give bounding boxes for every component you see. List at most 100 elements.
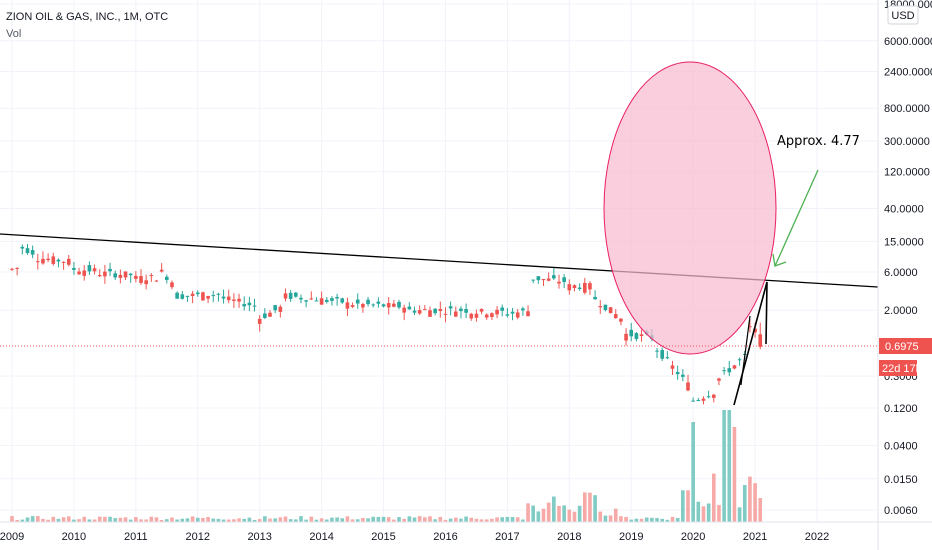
candle (77, 267, 81, 275)
candle (619, 317, 623, 326)
candle (464, 303, 468, 319)
volume-bar (56, 518, 61, 522)
candle (97, 269, 102, 278)
candle (309, 291, 314, 301)
candle (381, 303, 386, 308)
candle (232, 293, 236, 308)
volume-bar (737, 507, 742, 522)
volume-bar (46, 519, 50, 522)
candle (304, 299, 308, 308)
time-tick-label: 2011 (124, 531, 148, 543)
candle (294, 291, 298, 298)
volume-bar (665, 519, 670, 522)
volume-bar (484, 519, 489, 522)
candle (257, 315, 262, 332)
volume-bar (361, 517, 365, 522)
candle (242, 296, 247, 311)
volume-bar (159, 519, 164, 522)
candle (711, 393, 716, 403)
volume-bar (681, 490, 685, 522)
candle (397, 299, 401, 310)
volume-bar (701, 506, 706, 522)
candle (190, 290, 195, 304)
volume-bar (407, 516, 412, 522)
candle (634, 331, 639, 342)
candle (139, 269, 143, 285)
candle (61, 261, 66, 270)
volume-bar (748, 476, 752, 522)
candle (479, 308, 484, 315)
volume-bar (608, 515, 613, 522)
volume-bar (355, 519, 360, 522)
price-tick-label: 40.0000 (884, 203, 924, 215)
volume-bar (263, 516, 267, 522)
projection-leg-up[interactable] (733, 281, 768, 406)
volume-bar (526, 503, 530, 522)
volume-bar (237, 518, 241, 522)
candle (588, 281, 592, 295)
volume-bar (128, 519, 133, 522)
volume-bar (660, 518, 664, 522)
candle (371, 303, 376, 308)
candle (484, 313, 489, 320)
candle (72, 261, 76, 275)
time-tick-label: 2017 (495, 531, 519, 543)
volume-bar (593, 495, 597, 522)
candle (541, 278, 546, 287)
candle (180, 291, 185, 300)
volume-bar (541, 508, 546, 522)
volume-bar (588, 492, 592, 522)
volume-bar (314, 519, 319, 522)
volume-bar (381, 516, 386, 522)
time-axis[interactable]: 2009 2010 2011 2012 2013 2014 2015 2016 2017 2018… (0, 521, 932, 543)
volume-bar (366, 518, 370, 522)
projection-leg-small[interactable] (740, 315, 751, 386)
volume-bar (149, 516, 154, 522)
volume-bar (634, 518, 639, 522)
candle (340, 297, 345, 305)
volume-bar (30, 516, 35, 522)
current-price-tag (879, 338, 932, 354)
time-tick-label: 2010 (62, 531, 86, 543)
candle (407, 302, 412, 310)
candle (324, 297, 329, 304)
green-arrow[interactable] (772, 169, 819, 267)
candle (639, 329, 644, 342)
volume-bar (562, 505, 566, 522)
candle (392, 300, 396, 308)
volume-bar (134, 517, 138, 522)
candle (701, 396, 706, 405)
candle (314, 297, 319, 302)
candle (154, 279, 159, 282)
candle (118, 269, 123, 284)
volume-bar (185, 518, 190, 522)
price-tick-label: 6000.0000 (884, 36, 932, 48)
candle (675, 365, 680, 380)
volume-bar (510, 517, 515, 522)
volume-bar (397, 517, 401, 522)
candle (608, 307, 613, 314)
candle (386, 297, 391, 315)
volume-bar (536, 511, 541, 522)
volume-bar (412, 517, 417, 522)
volume-bar (304, 519, 308, 522)
price-tick-label: 120.0000 (884, 167, 930, 179)
candle (572, 284, 577, 292)
volume-bar (41, 518, 45, 522)
volume-bar (515, 517, 520, 522)
candle (123, 271, 128, 281)
volume-bar (423, 517, 427, 522)
price-tick-label: 2.0000 (884, 305, 918, 317)
volume-bar (309, 516, 314, 522)
price-axis[interactable]: 18000.00006000.00002400.0000800.0000300.… (877, 0, 932, 550)
volume-bar (474, 518, 479, 522)
candle (25, 244, 30, 255)
volume-bar (66, 516, 71, 522)
volume-bar (417, 516, 422, 522)
target-ellipse[interactable] (603, 61, 777, 355)
candle (423, 305, 427, 311)
annotation-label[interactable]: Approx. 4.77 (777, 134, 860, 149)
volume-bar (567, 509, 572, 522)
currency-badge[interactable] (887, 5, 919, 25)
